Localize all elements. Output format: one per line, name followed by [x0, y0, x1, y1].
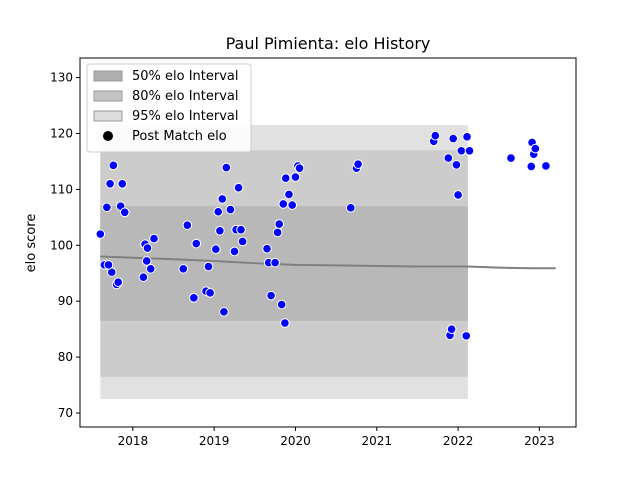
data-point-46	[280, 173, 291, 184]
data-point-63	[456, 146, 467, 156]
legend-label-2: 95% elo Interval	[132, 109, 239, 124]
x-tick-label-2: 2020	[280, 434, 311, 448]
data-point-52	[345, 203, 356, 213]
legend-marker-3	[103, 131, 113, 141]
data-point-43	[276, 299, 287, 310]
data-point-60	[448, 133, 459, 144]
data-point-11	[103, 260, 114, 270]
data-point-23	[203, 261, 214, 272]
data-point-32	[229, 246, 240, 257]
data-point-57	[443, 153, 454, 163]
data-point-56	[430, 130, 441, 141]
x-tick-label-5: 2023	[524, 434, 555, 448]
data-point-12	[138, 272, 149, 282]
data-point-41	[272, 227, 283, 238]
data-point-27	[215, 225, 225, 236]
legend-label-3: Post Match elo	[132, 129, 227, 144]
data-point-71	[530, 143, 541, 154]
data-point-16	[145, 263, 156, 274]
legend-swatch-0	[93, 70, 123, 82]
y-axis-label: elo score	[24, 214, 39, 273]
data-point-18	[178, 263, 189, 274]
legend-swatch-1	[93, 90, 123, 102]
data-point-24	[205, 288, 215, 298]
data-point-3	[105, 178, 115, 189]
data-point-72	[541, 161, 551, 171]
data-point-19	[182, 220, 193, 230]
x-tick-label-1: 2019	[199, 434, 230, 448]
y-tick-label-6: 130	[50, 71, 73, 85]
data-point-49	[290, 172, 301, 182]
data-point-51	[294, 163, 305, 173]
data-point-48	[287, 200, 298, 210]
x-tick-label-4: 2022	[443, 434, 474, 448]
data-point-34	[233, 182, 244, 193]
legend-swatch-2	[93, 110, 123, 122]
data-point-45	[280, 318, 290, 328]
data-point-26	[213, 206, 224, 217]
data-point-10	[119, 207, 130, 218]
plot-frame	[79, 57, 577, 428]
data-point-64	[461, 331, 472, 341]
y-tick-label-5: 120	[50, 126, 73, 140]
data-point-14	[141, 256, 152, 266]
data-point-68	[526, 161, 537, 172]
y-tick-label-2: 90	[58, 294, 73, 308]
x-tick-label-0: 2018	[118, 434, 149, 448]
data-point-17	[149, 233, 159, 244]
data-point-61	[451, 159, 462, 170]
data-point-21	[191, 238, 202, 249]
data-point-36	[237, 236, 248, 247]
data-point-66	[464, 146, 475, 156]
data-point-42	[274, 219, 285, 229]
data-point-54	[353, 159, 363, 170]
data-point-15	[142, 243, 153, 253]
data-point-31	[225, 204, 236, 215]
axes: 2018 2019 2020 2021 2022 2023 70 80 90 100 110 120 1…	[50, 57, 577, 448]
data-point-28	[217, 194, 228, 204]
data-point-37	[262, 243, 272, 254]
y-tick-label-4: 110	[50, 182, 73, 196]
data-point-44	[278, 199, 289, 209]
data-point-30	[221, 162, 232, 173]
mean-lines	[100, 255, 556, 270]
post-match-points	[95, 130, 551, 341]
data-point-7	[113, 277, 124, 287]
legend-label-0: 50% elo Interval	[132, 69, 239, 84]
chart-title: Paul Pimienta: elo History	[226, 34, 431, 53]
data-point-20	[189, 293, 199, 303]
data-point-9	[117, 178, 128, 189]
legend: 50% elo Interval 80% elo Interval 95% elo …	[86, 63, 252, 153]
data-point-35	[236, 224, 246, 235]
data-point-5	[108, 160, 119, 171]
legend-label-1: 80% elo Interval	[132, 89, 239, 104]
y-tick-label-3: 100	[50, 238, 73, 252]
x-tick-label-3: 2021	[362, 434, 393, 448]
interval-bands	[100, 125, 468, 400]
data-point-29	[219, 307, 229, 317]
data-point-67	[506, 153, 516, 163]
legend-box	[86, 63, 252, 153]
data-point-47	[284, 189, 294, 200]
data-point-40	[270, 257, 280, 268]
mean-elo-line	[100, 255, 556, 270]
y-tick-label-0: 70	[58, 406, 73, 420]
data-point-62	[453, 190, 463, 200]
data-point-39	[266, 290, 276, 301]
y-tick-label-1: 80	[58, 350, 73, 364]
data-point-25	[210, 244, 221, 255]
data-point-59	[446, 324, 457, 334]
data-point-65	[462, 132, 472, 142]
data-point-0	[95, 229, 106, 239]
data-point-2	[102, 202, 112, 213]
